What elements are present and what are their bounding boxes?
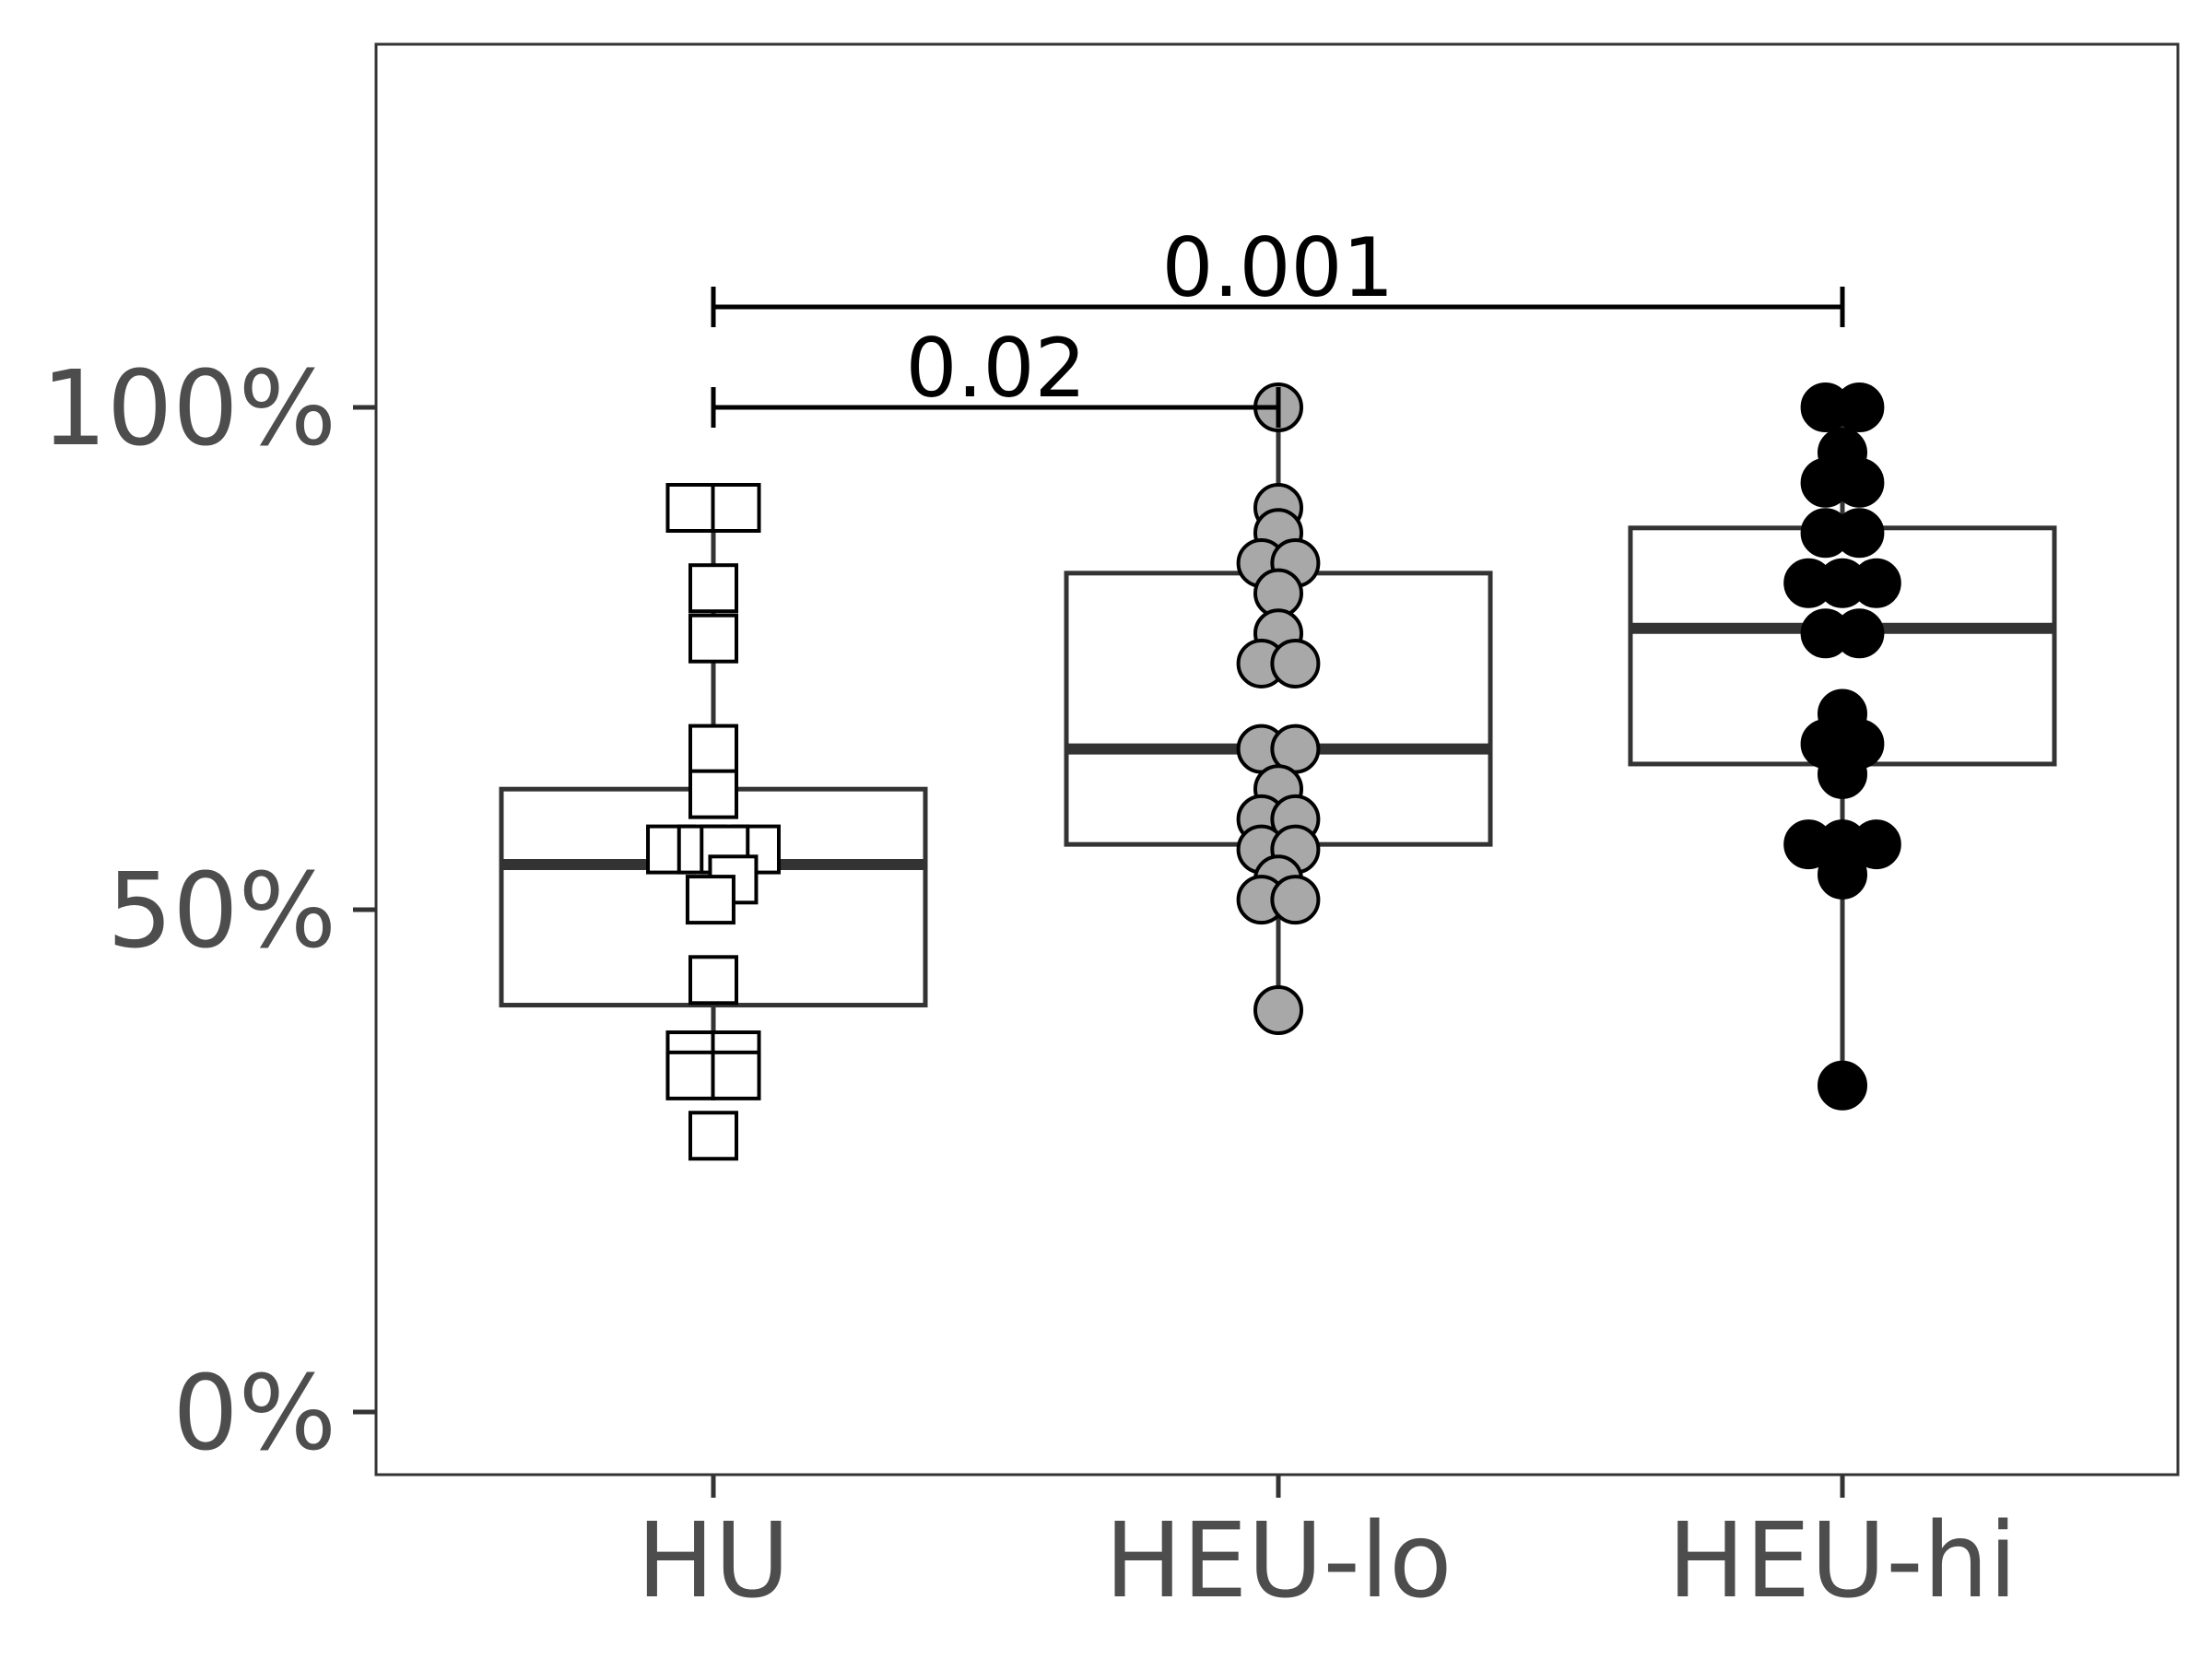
- point-heu-hi-19: [1818, 849, 1867, 900]
- point-hu-12: [688, 955, 738, 1006]
- x-tick-label-1: HEU-lo: [1104, 1501, 1452, 1621]
- point-heu-hi-15: [1818, 748, 1867, 799]
- point-heu-lo-18: [1270, 875, 1321, 925]
- point-hu-5: [688, 769, 738, 819]
- points-layer: [646, 382, 1901, 1161]
- x-tick-label-2: HEU-hi: [1667, 1501, 2017, 1621]
- point-hu-16: [711, 1050, 761, 1100]
- point-hu-11: [685, 875, 735, 925]
- point-hu-17: [688, 1111, 738, 1161]
- point-hu-2: [688, 563, 738, 614]
- y-tick-label-1: 50%: [107, 852, 336, 971]
- point-heu-lo-19: [1253, 985, 1303, 1035]
- point-hu-15: [665, 1050, 716, 1100]
- point-hu-4: [688, 724, 738, 774]
- point-heu-lo-8: [1270, 638, 1321, 688]
- point-heu-hi-11: [1834, 608, 1885, 659]
- comparisons-layer: 0.02 0.001: [711, 220, 1845, 428]
- y-tick-label-2: 100%: [41, 349, 336, 469]
- point-hu-0: [665, 483, 716, 533]
- comparison-p-value-1: 0.001: [1162, 220, 1394, 315]
- y-axis: 0% 50% 100%: [41, 349, 376, 1474]
- point-hu-3: [688, 613, 738, 664]
- point-heu-hi-20: [1818, 1060, 1867, 1111]
- point-heu-hi-9: [1851, 558, 1901, 608]
- x-axis: HU HEU-lo HEU-hi: [637, 1475, 2018, 1621]
- y-tick-label-0: 0%: [172, 1354, 336, 1474]
- x-tick-label-0: HU: [637, 1501, 790, 1621]
- point-heu-hi-4: [1834, 457, 1885, 508]
- point-heu-hi-6: [1834, 508, 1885, 559]
- comparison-p-value-0: 0.02: [906, 321, 1087, 416]
- point-heu-hi-1: [1834, 382, 1885, 432]
- point-hu-1: [711, 483, 761, 533]
